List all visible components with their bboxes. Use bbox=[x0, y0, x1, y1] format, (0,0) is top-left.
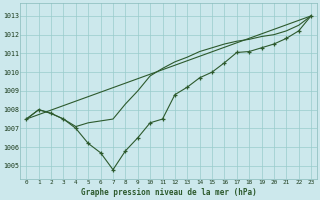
X-axis label: Graphe pression niveau de la mer (hPa): Graphe pression niveau de la mer (hPa) bbox=[81, 188, 257, 197]
